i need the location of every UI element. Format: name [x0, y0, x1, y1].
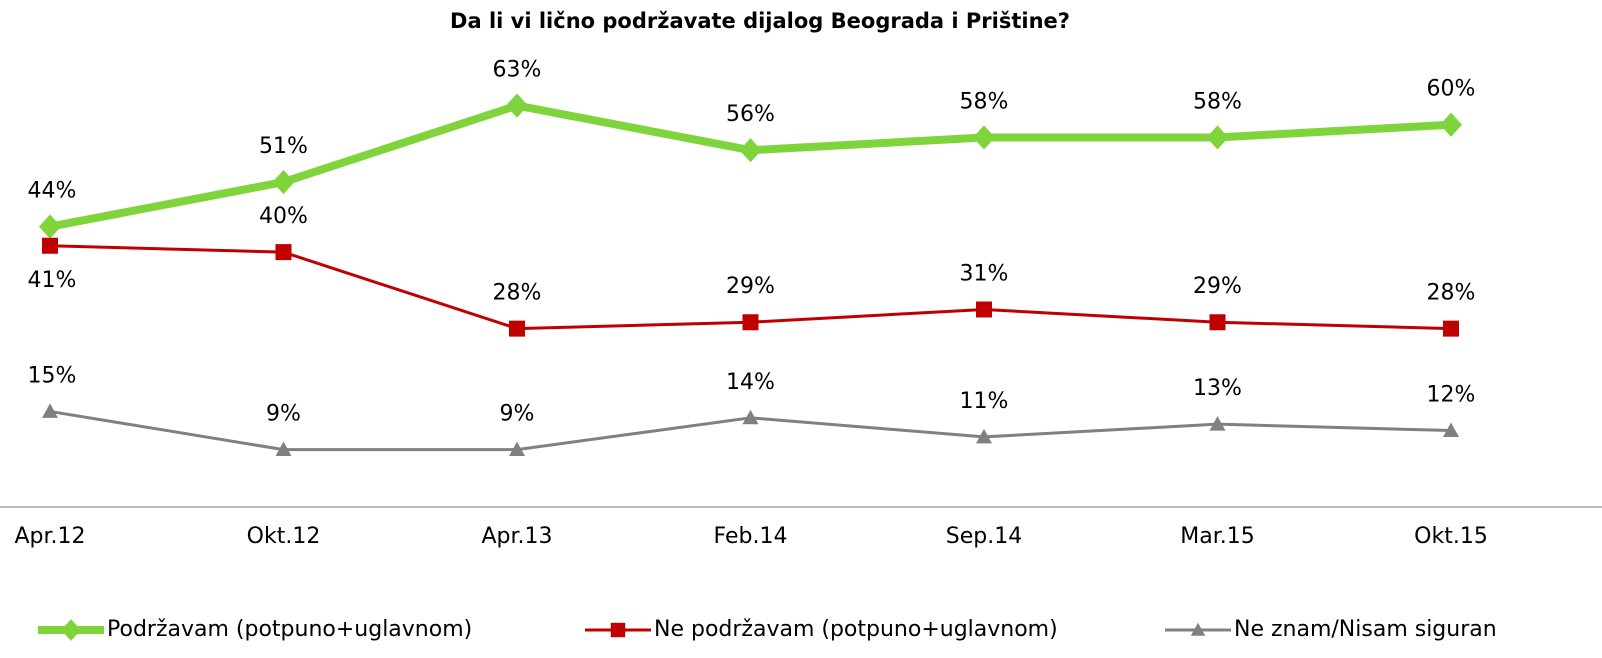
legend-label: Podržavam (potpuno+uglavnom) [107, 617, 472, 642]
data-point [509, 441, 525, 457]
data-label: 40% [259, 204, 308, 229]
data-label: 29% [1193, 274, 1242, 299]
data-point [976, 428, 992, 444]
data-point [275, 244, 292, 261]
data-label: 29% [726, 274, 775, 299]
data-point [42, 237, 58, 254]
x-tick-label: Apr.12 [14, 524, 85, 549]
data-point [1209, 314, 1226, 331]
data-point [739, 138, 762, 163]
data-label: 9% [500, 402, 535, 427]
legend-marker [1190, 622, 1206, 636]
x-tick-label: Apr.13 [481, 524, 552, 549]
data-label: 11% [960, 389, 1009, 414]
data-point [509, 320, 525, 337]
data-point [1209, 416, 1226, 431]
data-label: 51% [259, 134, 308, 159]
data-point [1440, 112, 1462, 137]
data-label: 63% [493, 58, 542, 83]
x-tick-label: Mar.15 [1180, 524, 1254, 549]
x-tick-label: Feb.14 [714, 524, 788, 549]
legend-marker [61, 619, 81, 641]
data-point [973, 125, 995, 150]
data-label: 13% [1193, 376, 1242, 401]
data-point [1443, 422, 1459, 437]
data-point [742, 409, 759, 425]
data-point [742, 314, 759, 331]
data-label: 9% [266, 402, 301, 427]
data-label: 44% [28, 179, 77, 204]
x-tick-label: Okt.15 [1414, 524, 1488, 549]
data-point [1443, 320, 1459, 337]
data-label: 60% [1427, 77, 1476, 102]
data-label: 56% [726, 102, 775, 127]
data-label: 31% [960, 261, 1009, 286]
data-point [506, 93, 528, 118]
data-label: 28% [1427, 281, 1476, 306]
legend-marker [610, 622, 626, 638]
chart-title: Da li vi lično podržavate dijalog Beogra… [450, 9, 1070, 33]
data-point [42, 403, 58, 418]
data-point [275, 441, 292, 457]
data-label: 58% [960, 89, 1009, 114]
data-label: 58% [1193, 89, 1242, 114]
data-label: 14% [726, 370, 775, 395]
data-label: 12% [1427, 383, 1476, 408]
x-tick-label: Okt.12 [247, 524, 321, 549]
data-label: 41% [28, 268, 77, 293]
data-point [272, 169, 295, 195]
data-label: 28% [493, 281, 542, 306]
x-tick-label: Sep.14 [946, 524, 1022, 549]
legend-label: Ne podržavam (potpuno+uglavnom) [654, 617, 1058, 642]
legend-label: Ne znam/Nisam siguran [1234, 617, 1497, 642]
data-point [976, 301, 992, 318]
data-label: 15% [28, 363, 77, 388]
data-point [39, 214, 61, 239]
data-point [1206, 125, 1229, 150]
